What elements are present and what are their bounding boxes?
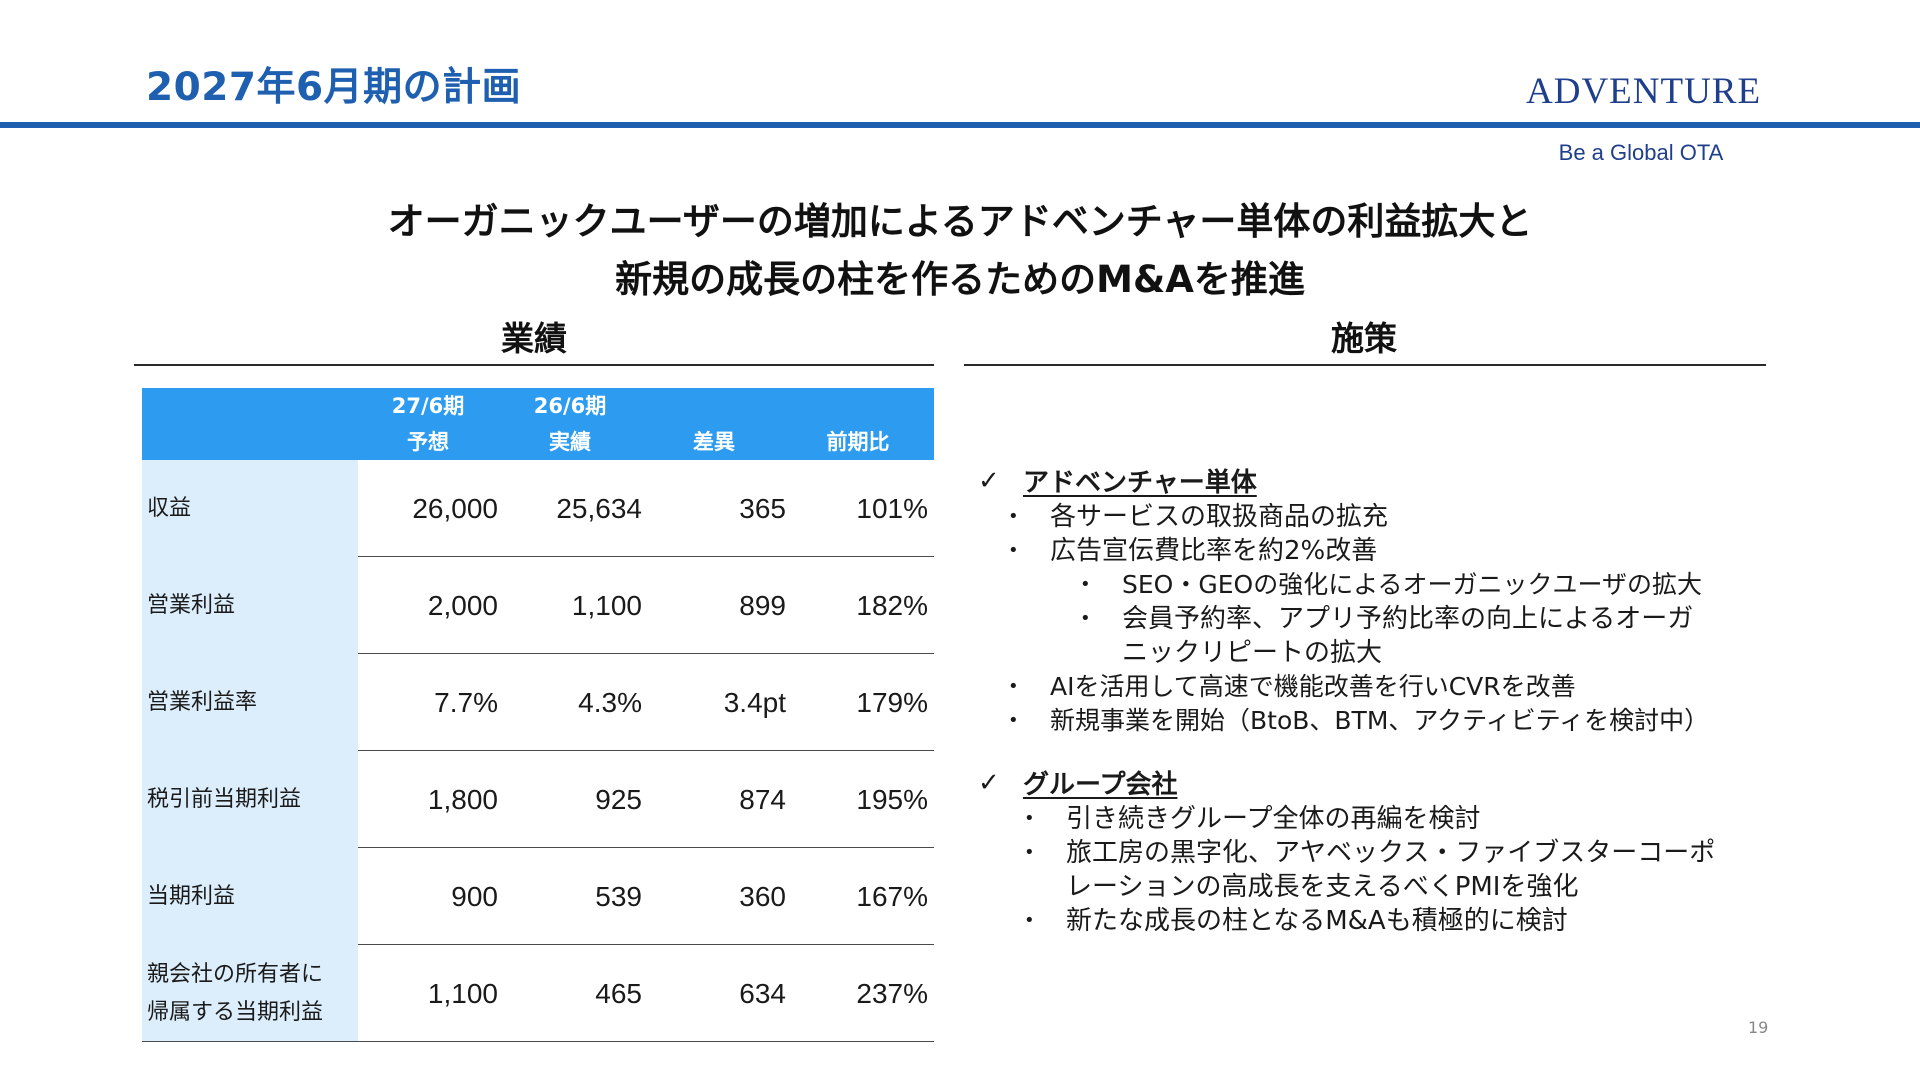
column-header-line: 26/6期: [533, 394, 607, 418]
table-row: 営業利益 2,000 1,100 899 182%: [142, 557, 934, 654]
list-item: AIを活用して高速で機能改善を行いCVRを改善: [1050, 672, 1576, 701]
bullet-icon: •: [1008, 710, 1019, 731]
list-item-continuation: レーションの高成長を支えるべくPMIを強化: [1066, 872, 1579, 902]
table-bottom-border: [142, 1041, 934, 1042]
group-title-adventure: アドベンチャー単体: [1023, 468, 1257, 498]
measures-section-divider: [964, 364, 1766, 366]
checkmark-icon: ✓: [978, 466, 1000, 496]
column-header-line: 予想: [407, 430, 449, 454]
cell-actual: 1,100: [571, 590, 642, 621]
row-label-cell: 営業利益率: [142, 654, 358, 751]
cell-yoy: 167%: [856, 881, 928, 912]
bullet-icon: •: [1008, 540, 1019, 561]
list-item: SEO・GEOの強化によるオーガニックユーザの拡大: [1122, 570, 1702, 599]
bullet-icon: •: [1008, 676, 1019, 697]
cell-yoy: 237%: [856, 978, 928, 1009]
cell-forecast: 1,800: [427, 784, 498, 815]
cell-difference: 634: [739, 978, 786, 1009]
table-row: 親会社の所有者に 帰属する当期利益 1,100 465 634 237%: [142, 945, 934, 1042]
measures-section-title: 施策: [1331, 319, 1397, 358]
cell-actual: 25,634: [556, 493, 642, 524]
column-header-line: 実績: [549, 430, 591, 454]
brand-logo: ADVENTURE: [1526, 71, 1762, 112]
column-header-difference: 差異: [642, 388, 786, 460]
list-item: 旅工房の黒字化、アヤベックス・ファイブスターコーポ: [1066, 838, 1716, 868]
cell-actual: 465: [595, 978, 642, 1009]
cell-forecast: 1,100: [427, 978, 498, 1009]
cell-yoy: 179%: [856, 687, 928, 718]
headline-line-1: オーガニックユーザーの増加によるアドベンチャー単体の利益拡大と: [387, 200, 1533, 243]
page-number: 19: [1748, 1018, 1769, 1037]
results-section-divider: [134, 364, 934, 366]
bullet-icon: •: [1024, 910, 1035, 931]
list-item: 引き続きグループ全体の再編を検討: [1066, 804, 1481, 834]
table-row: 営業利益率 7.7% 4.3% 3.4pt 179%: [142, 654, 934, 751]
column-header-forecast: 27/6期 予想: [358, 388, 498, 460]
row-label-line: 親会社の所有者に: [147, 961, 324, 987]
column-header-actual: 26/6期 実績: [498, 388, 642, 460]
row-label-cell: 営業利益: [142, 557, 358, 654]
cell-yoy: 195%: [856, 784, 928, 815]
bullet-icon: •: [1024, 842, 1035, 863]
cell-difference: 360: [739, 881, 786, 912]
cell-forecast: 900: [451, 881, 498, 912]
row-label: 営業利益: [147, 592, 236, 618]
row-label: 収益: [147, 495, 192, 521]
row-divider: [358, 653, 934, 654]
row-divider: [358, 944, 934, 945]
row-label-line: 帰属する当期利益: [147, 999, 324, 1025]
header-divider: [0, 122, 1920, 128]
row-label: 営業利益率: [147, 689, 258, 715]
group-title-group-companies: グループ会社: [1023, 770, 1178, 800]
column-header-line: [786, 388, 930, 424]
row-label: 税引前当期利益: [147, 786, 302, 812]
row-label-cell: 税引前当期利益: [142, 751, 358, 848]
cell-forecast: 2,000: [427, 590, 498, 621]
bullet-icon: •: [1008, 506, 1019, 527]
column-header-line: [642, 388, 786, 424]
cell-forecast: 7.7%: [434, 687, 498, 718]
list-item-continuation: ニックリピートの拡大: [1122, 638, 1383, 668]
list-item: 広告宣伝費比率を約2%改善: [1050, 536, 1378, 566]
row-divider: [358, 750, 934, 751]
bullet-icon: •: [1024, 808, 1035, 829]
cell-difference: 3.4pt: [723, 687, 786, 718]
column-header-yoy: 前期比: [786, 388, 930, 460]
results-section-title: 業績: [501, 319, 567, 358]
column-header-line: 差異: [693, 430, 735, 454]
table-row: 当期利益 900 539 360 167%: [142, 848, 934, 945]
row-label: 親会社の所有者に 帰属する当期利益: [147, 956, 323, 1032]
list-item: 各サービスの取扱商品の拡充: [1050, 502, 1389, 532]
page-title: 2027年6月期の計画: [146, 65, 522, 110]
headline-line-2: 新規の成長の柱を作るためのM&Aを推進: [615, 258, 1305, 301]
list-item: 新たな成長の柱となるM&Aも積極的に検討: [1066, 906, 1568, 936]
list-item: 会員予約率、アプリ予約比率の向上によるオーガ: [1122, 604, 1694, 634]
row-label: 当期利益: [147, 883, 236, 909]
cell-actual: 4.3%: [578, 687, 642, 718]
cell-difference: 874: [739, 784, 786, 815]
brand-tagline: Be a Global OTA: [1558, 140, 1724, 165]
row-label-cell: 当期利益: [142, 848, 358, 945]
row-label-cell: 親会社の所有者に 帰属する当期利益: [142, 945, 358, 1042]
list-item: 新規事業を開始（BtoB、BTM、アクティビティを検討中）: [1050, 706, 1710, 735]
checkmark-icon: ✓: [978, 768, 1000, 798]
cell-difference: 899: [739, 590, 786, 621]
headline: オーガニックユーザーの増加によるアドベンチャー単体の利益拡大と 新規の成長の柱を…: [160, 193, 1760, 309]
bullet-icon: •: [1080, 574, 1091, 595]
column-header-line: 27/6期: [391, 394, 465, 418]
cell-difference: 365: [739, 493, 786, 524]
cell-actual: 539: [595, 881, 642, 912]
row-divider: [358, 556, 934, 557]
table-row: 税引前当期利益 1,800 925 874 195%: [142, 751, 934, 848]
cell-actual: 925: [595, 784, 642, 815]
row-label-cell: 収益: [142, 460, 358, 557]
table-header: 27/6期 予想 26/6期 実績 差異 前期比: [142, 388, 934, 460]
column-header-line: 前期比: [826, 430, 890, 454]
cell-yoy: 101%: [856, 493, 928, 524]
bullet-icon: •: [1080, 608, 1091, 629]
table-row: 収益 26,000 25,634 365 101%: [142, 460, 934, 557]
row-divider: [358, 847, 934, 848]
cell-forecast: 26,000: [412, 493, 498, 524]
cell-yoy: 182%: [856, 590, 928, 621]
